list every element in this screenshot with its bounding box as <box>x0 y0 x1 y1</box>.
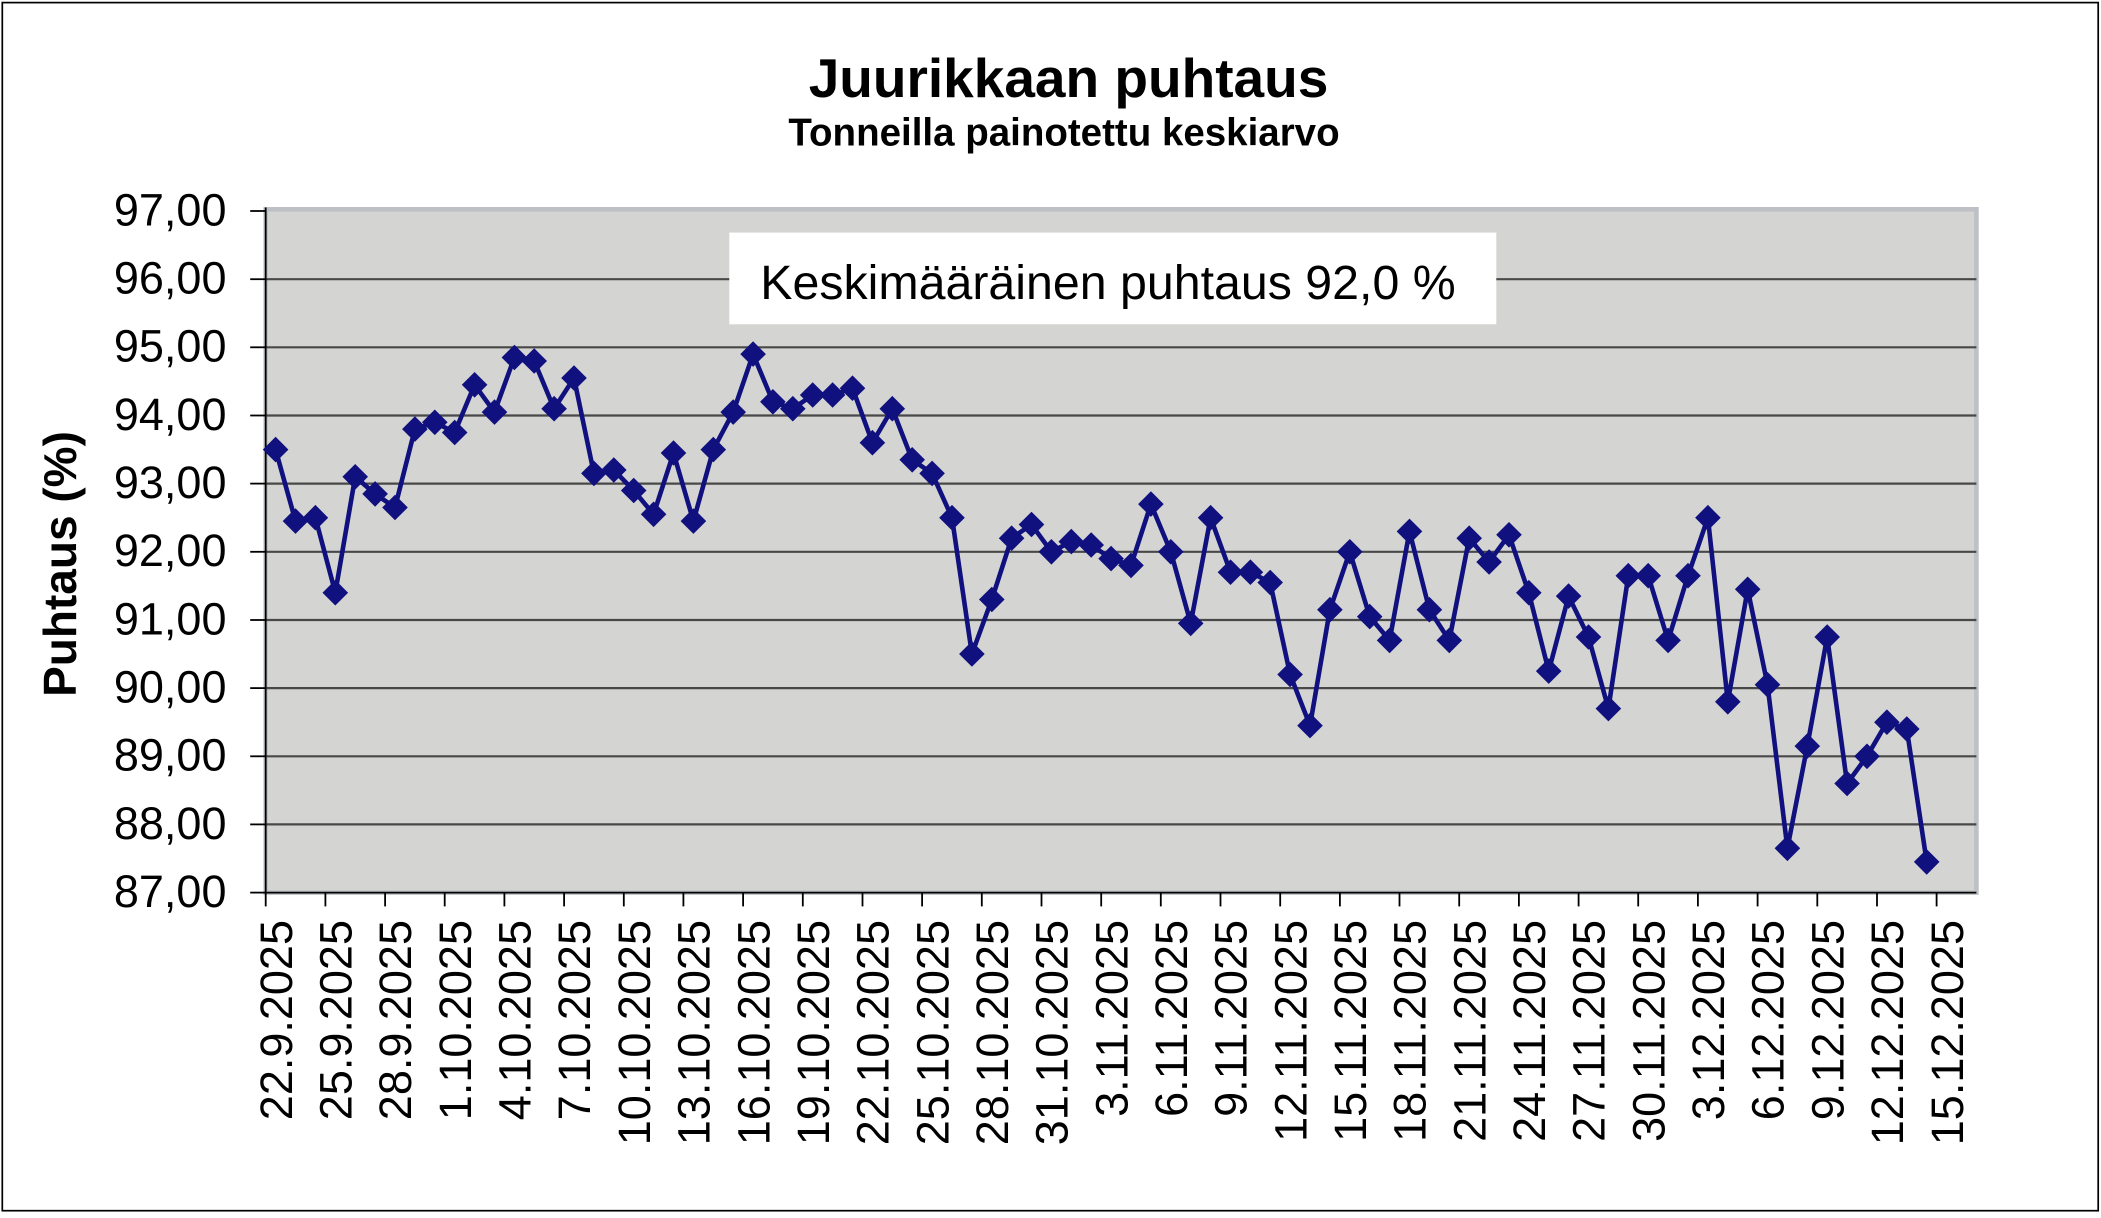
svg-text:6.12.2025: 6.12.2025 <box>1743 920 1794 1120</box>
svg-text:95,00: 95,00 <box>114 321 227 372</box>
svg-text:Keskimääräinen puhtaus 92,0 %: Keskimääräinen puhtaus 92,0 % <box>760 256 1455 310</box>
svg-text:9.12.2025: 9.12.2025 <box>1802 920 1853 1120</box>
svg-text:Tonneilla painotettu keskiarvo: Tonneilla painotettu keskiarvo <box>788 112 1339 155</box>
svg-text:27.11.2025: 27.11.2025 <box>1564 920 1615 1142</box>
svg-text:22.10.2025: 22.10.2025 <box>848 920 899 1145</box>
svg-text:6.11.2025: 6.11.2025 <box>1146 920 1197 1117</box>
svg-text:16.10.2025: 16.10.2025 <box>728 920 779 1145</box>
svg-text:90,00: 90,00 <box>114 662 227 713</box>
svg-text:92,00: 92,00 <box>114 525 227 576</box>
svg-text:25.10.2025: 25.10.2025 <box>907 920 958 1145</box>
svg-text:Puhtaus (%): Puhtaus (%) <box>34 431 86 697</box>
svg-text:93,00: 93,00 <box>114 457 227 508</box>
svg-text:89,00: 89,00 <box>114 730 227 781</box>
svg-text:9.11.2025: 9.11.2025 <box>1206 920 1257 1117</box>
svg-text:97,00: 97,00 <box>114 184 227 235</box>
svg-text:15.11.2025: 15.11.2025 <box>1325 920 1376 1142</box>
svg-text:88,00: 88,00 <box>114 798 227 849</box>
svg-text:30.11.2025: 30.11.2025 <box>1623 920 1674 1142</box>
svg-text:4.10.2025: 4.10.2025 <box>490 920 541 1120</box>
svg-text:28.10.2025: 28.10.2025 <box>967 920 1018 1145</box>
svg-text:13.10.2025: 13.10.2025 <box>669 920 720 1145</box>
svg-text:12.11.2025: 12.11.2025 <box>1265 920 1316 1142</box>
svg-text:7.10.2025: 7.10.2025 <box>549 920 600 1120</box>
svg-text:91,00: 91,00 <box>114 593 227 644</box>
svg-text:87,00: 87,00 <box>114 866 227 917</box>
svg-text:10.10.2025: 10.10.2025 <box>609 920 660 1145</box>
svg-text:Juurikkaan puhtaus: Juurikkaan puhtaus <box>809 47 1329 109</box>
svg-text:18.11.2025: 18.11.2025 <box>1385 920 1436 1142</box>
svg-text:12.12.2025: 12.12.2025 <box>1862 920 1913 1145</box>
svg-text:21.11.2025: 21.11.2025 <box>1444 920 1495 1142</box>
svg-text:22.9.2025: 22.9.2025 <box>251 920 302 1120</box>
svg-text:96,00: 96,00 <box>114 253 227 304</box>
svg-text:24.11.2025: 24.11.2025 <box>1504 920 1555 1142</box>
svg-text:19.10.2025: 19.10.2025 <box>788 920 839 1145</box>
svg-text:1.10.2025: 1.10.2025 <box>430 920 481 1120</box>
svg-text:94,00: 94,00 <box>114 389 227 440</box>
svg-text:31.10.2025: 31.10.2025 <box>1027 920 1078 1145</box>
svg-text:15.12.2025: 15.12.2025 <box>1922 920 1973 1145</box>
svg-text:25.9.2025: 25.9.2025 <box>311 920 362 1120</box>
svg-text:3.11.2025: 3.11.2025 <box>1086 920 1137 1117</box>
svg-text:3.12.2025: 3.12.2025 <box>1683 920 1734 1120</box>
svg-text:28.9.2025: 28.9.2025 <box>370 920 421 1120</box>
